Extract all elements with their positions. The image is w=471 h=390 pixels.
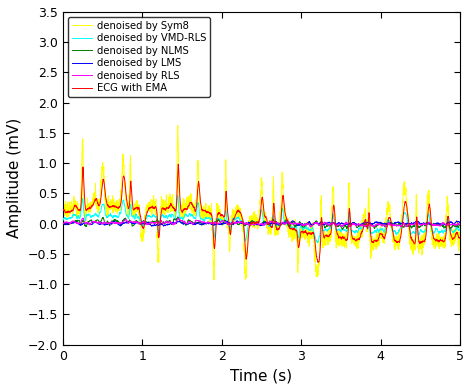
denoised by Sym8 [214, 201, 220, 206]
denoised by Sym8 [282, 206, 288, 211]
denoised by RLS [384, 224, 390, 229]
denoised by Sym8 [211, 277, 217, 282]
denoised by RLS [308, 225, 313, 229]
denoised by RLS [415, 221, 421, 225]
Line: denoised by Sym8: denoised by Sym8 [63, 126, 460, 280]
ECG with EMA [315, 260, 321, 265]
denoised by LMS [457, 221, 463, 225]
denoised by LMS [234, 218, 240, 223]
denoised by NLMS [457, 222, 463, 227]
denoised by LMS [400, 220, 406, 225]
denoised by LMS [161, 224, 166, 229]
denoised by Sym8 [415, 235, 421, 239]
X-axis label: Time (s): Time (s) [230, 368, 292, 383]
denoised by VMD-RLS [384, 220, 390, 225]
denoised by VMD-RLS [415, 229, 421, 233]
denoised by RLS [457, 222, 463, 227]
denoised by RLS [60, 222, 65, 226]
denoised by Sym8 [457, 231, 463, 236]
denoised by Sym8 [384, 216, 390, 220]
ECG with EMA [457, 235, 463, 240]
denoised by NLMS [68, 220, 74, 225]
Line: denoised by NLMS: denoised by NLMS [63, 217, 460, 230]
denoised by NLMS [60, 222, 65, 226]
denoised by RLS [400, 222, 406, 226]
denoised by Sym8 [68, 209, 74, 213]
Legend: denoised by Sym8, denoised by VMD-RLS, denoised by NLMS, denoised by LMS, denois: denoised by Sym8, denoised by VMD-RLS, d… [68, 17, 210, 98]
denoised by VMD-RLS [214, 217, 220, 222]
denoised by VMD-RLS [175, 193, 180, 198]
denoised by NLMS [415, 224, 421, 229]
denoised by VMD-RLS [60, 218, 65, 223]
ECG with EMA [282, 206, 287, 211]
Line: ECG with EMA: ECG with EMA [63, 164, 460, 262]
denoised by VMD-RLS [282, 219, 287, 224]
denoised by LMS [60, 222, 65, 226]
ECG with EMA [68, 209, 74, 214]
denoised by NLMS [175, 215, 180, 219]
denoised by Sym8 [60, 211, 65, 216]
denoised by VMD-RLS [68, 216, 74, 221]
ECG with EMA [175, 162, 181, 167]
denoised by VMD-RLS [457, 225, 463, 230]
denoised by LMS [415, 219, 421, 223]
ECG with EMA [214, 215, 220, 220]
denoised by NLMS [340, 227, 345, 232]
denoised by RLS [80, 216, 86, 220]
Line: denoised by LMS: denoised by LMS [63, 221, 460, 226]
denoised by Sym8 [175, 123, 180, 128]
ECG with EMA [415, 228, 421, 232]
denoised by RLS [282, 222, 287, 227]
Line: denoised by RLS: denoised by RLS [63, 218, 460, 227]
denoised by RLS [214, 221, 220, 225]
denoised by VMD-RLS [315, 241, 320, 245]
denoised by VMD-RLS [400, 216, 406, 220]
Y-axis label: Amplitude (mV): Amplitude (mV) [7, 118, 22, 238]
denoised by LMS [214, 222, 220, 227]
denoised by NLMS [282, 220, 287, 225]
denoised by LMS [282, 220, 288, 225]
denoised by NLMS [384, 222, 390, 227]
ECG with EMA [384, 226, 390, 231]
denoised by RLS [68, 220, 74, 224]
Line: denoised by VMD-RLS: denoised by VMD-RLS [63, 196, 460, 243]
ECG with EMA [60, 207, 65, 212]
ECG with EMA [400, 218, 406, 222]
denoised by LMS [384, 222, 390, 226]
denoised by Sym8 [400, 200, 406, 205]
denoised by LMS [68, 221, 74, 225]
denoised by NLMS [214, 219, 220, 223]
denoised by NLMS [400, 225, 406, 229]
